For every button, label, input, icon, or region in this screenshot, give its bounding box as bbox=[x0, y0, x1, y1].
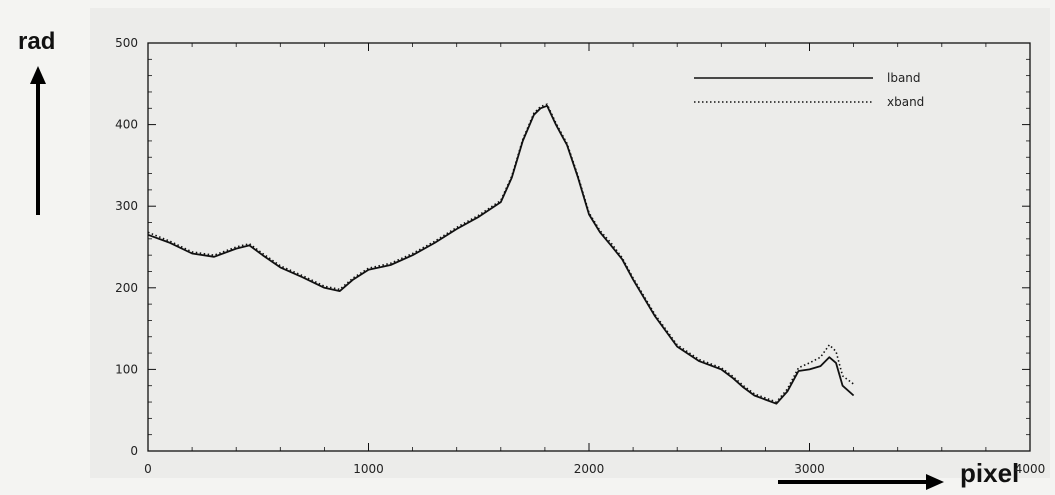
y-tick-label-200: 200 bbox=[115, 281, 138, 295]
y-tick-label-300: 300 bbox=[115, 199, 138, 213]
series-layer bbox=[147, 103, 855, 405]
series-line-xband bbox=[147, 103, 855, 403]
series-line-lband bbox=[147, 104, 855, 405]
legend-label-lband: lband bbox=[887, 71, 921, 85]
x-tick-label-2000: 2000 bbox=[574, 462, 605, 476]
y-axis-label: rad bbox=[18, 28, 56, 55]
x-axis-arrow-head bbox=[926, 474, 944, 490]
x-tick-label-0: 0 bbox=[144, 462, 152, 476]
x-tick-label-4000: 4000 bbox=[1015, 462, 1046, 476]
x-axis-label: pixel bbox=[960, 458, 1020, 488]
x-tick-label-1000: 1000 bbox=[353, 462, 384, 476]
plot-panel bbox=[90, 8, 1050, 478]
x-tick-label-3000: 3000 bbox=[794, 462, 825, 476]
axes: 0 100 200 300 400 500 0 1000 2000 3000 4000 bbox=[115, 36, 1045, 476]
legend-label-xband: xband bbox=[887, 95, 924, 109]
y-tick-label-100: 100 bbox=[115, 362, 138, 376]
y-tick-label-400: 400 bbox=[115, 118, 138, 132]
y-axis-arrow-head bbox=[30, 66, 46, 84]
legend: lband xband bbox=[694, 71, 924, 109]
y-tick-label-0: 0 bbox=[130, 444, 138, 458]
y-tick-label-500: 500 bbox=[115, 36, 138, 50]
